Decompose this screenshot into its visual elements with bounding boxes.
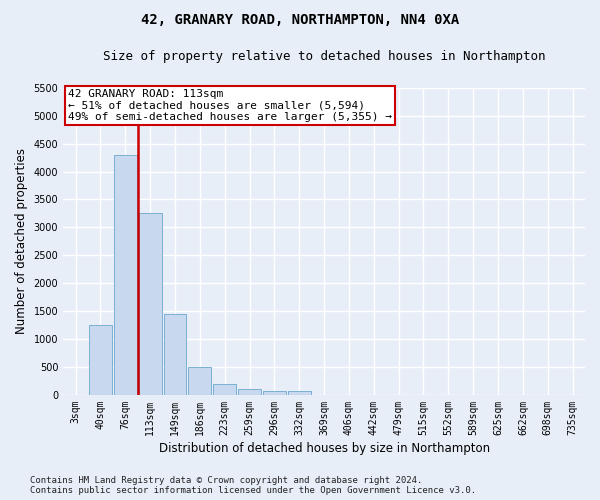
Text: Contains HM Land Registry data © Crown copyright and database right 2024.
Contai: Contains HM Land Registry data © Crown c… xyxy=(30,476,476,495)
Bar xyxy=(164,314,187,395)
Y-axis label: Number of detached properties: Number of detached properties xyxy=(15,148,28,334)
Bar xyxy=(213,384,236,395)
Bar xyxy=(114,155,137,395)
Title: Size of property relative to detached houses in Northampton: Size of property relative to detached ho… xyxy=(103,50,545,63)
Bar xyxy=(139,214,161,395)
Bar xyxy=(188,367,211,395)
Text: 42, GRANARY ROAD, NORTHAMPTON, NN4 0XA: 42, GRANARY ROAD, NORTHAMPTON, NN4 0XA xyxy=(141,12,459,26)
Bar xyxy=(288,391,311,395)
Bar xyxy=(263,391,286,395)
Bar xyxy=(89,325,112,395)
Bar xyxy=(238,390,261,395)
X-axis label: Distribution of detached houses by size in Northampton: Distribution of detached houses by size … xyxy=(158,442,490,455)
Text: 42 GRANARY ROAD: 113sqm
← 51% of detached houses are smaller (5,594)
49% of semi: 42 GRANARY ROAD: 113sqm ← 51% of detache… xyxy=(68,89,392,122)
